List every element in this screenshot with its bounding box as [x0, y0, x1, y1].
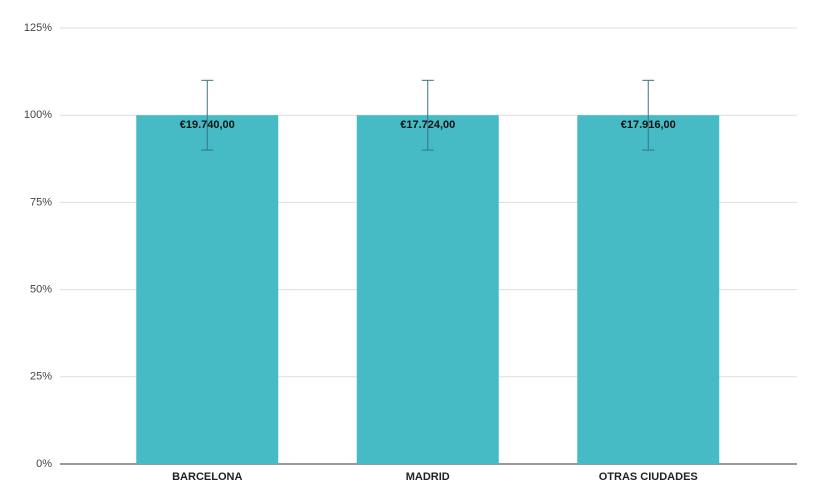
- bar: [577, 115, 720, 464]
- x-tick-label: MADRID: [406, 471, 450, 483]
- value-label: €17.916,00: [621, 119, 676, 131]
- y-tick-label: 25%: [30, 371, 52, 383]
- x-tick-label: BARCELONA: [172, 471, 242, 483]
- bar: [136, 115, 279, 464]
- value-label: €19.740,00: [180, 119, 235, 131]
- error-bar: [642, 79, 655, 151]
- error-bar: [201, 79, 214, 151]
- y-tick-label: 100%: [24, 109, 52, 121]
- y-tick-label: 75%: [30, 196, 52, 208]
- y-tick-label: 0%: [36, 458, 52, 470]
- x-tick-label: OTRAS CIUDADES: [599, 471, 698, 483]
- y-tick-label: 50%: [30, 284, 52, 296]
- error-bar: [421, 79, 434, 151]
- bar: [356, 115, 499, 464]
- value-label: €17.724,00: [400, 119, 455, 131]
- y-tick-label: 125%: [24, 22, 52, 34]
